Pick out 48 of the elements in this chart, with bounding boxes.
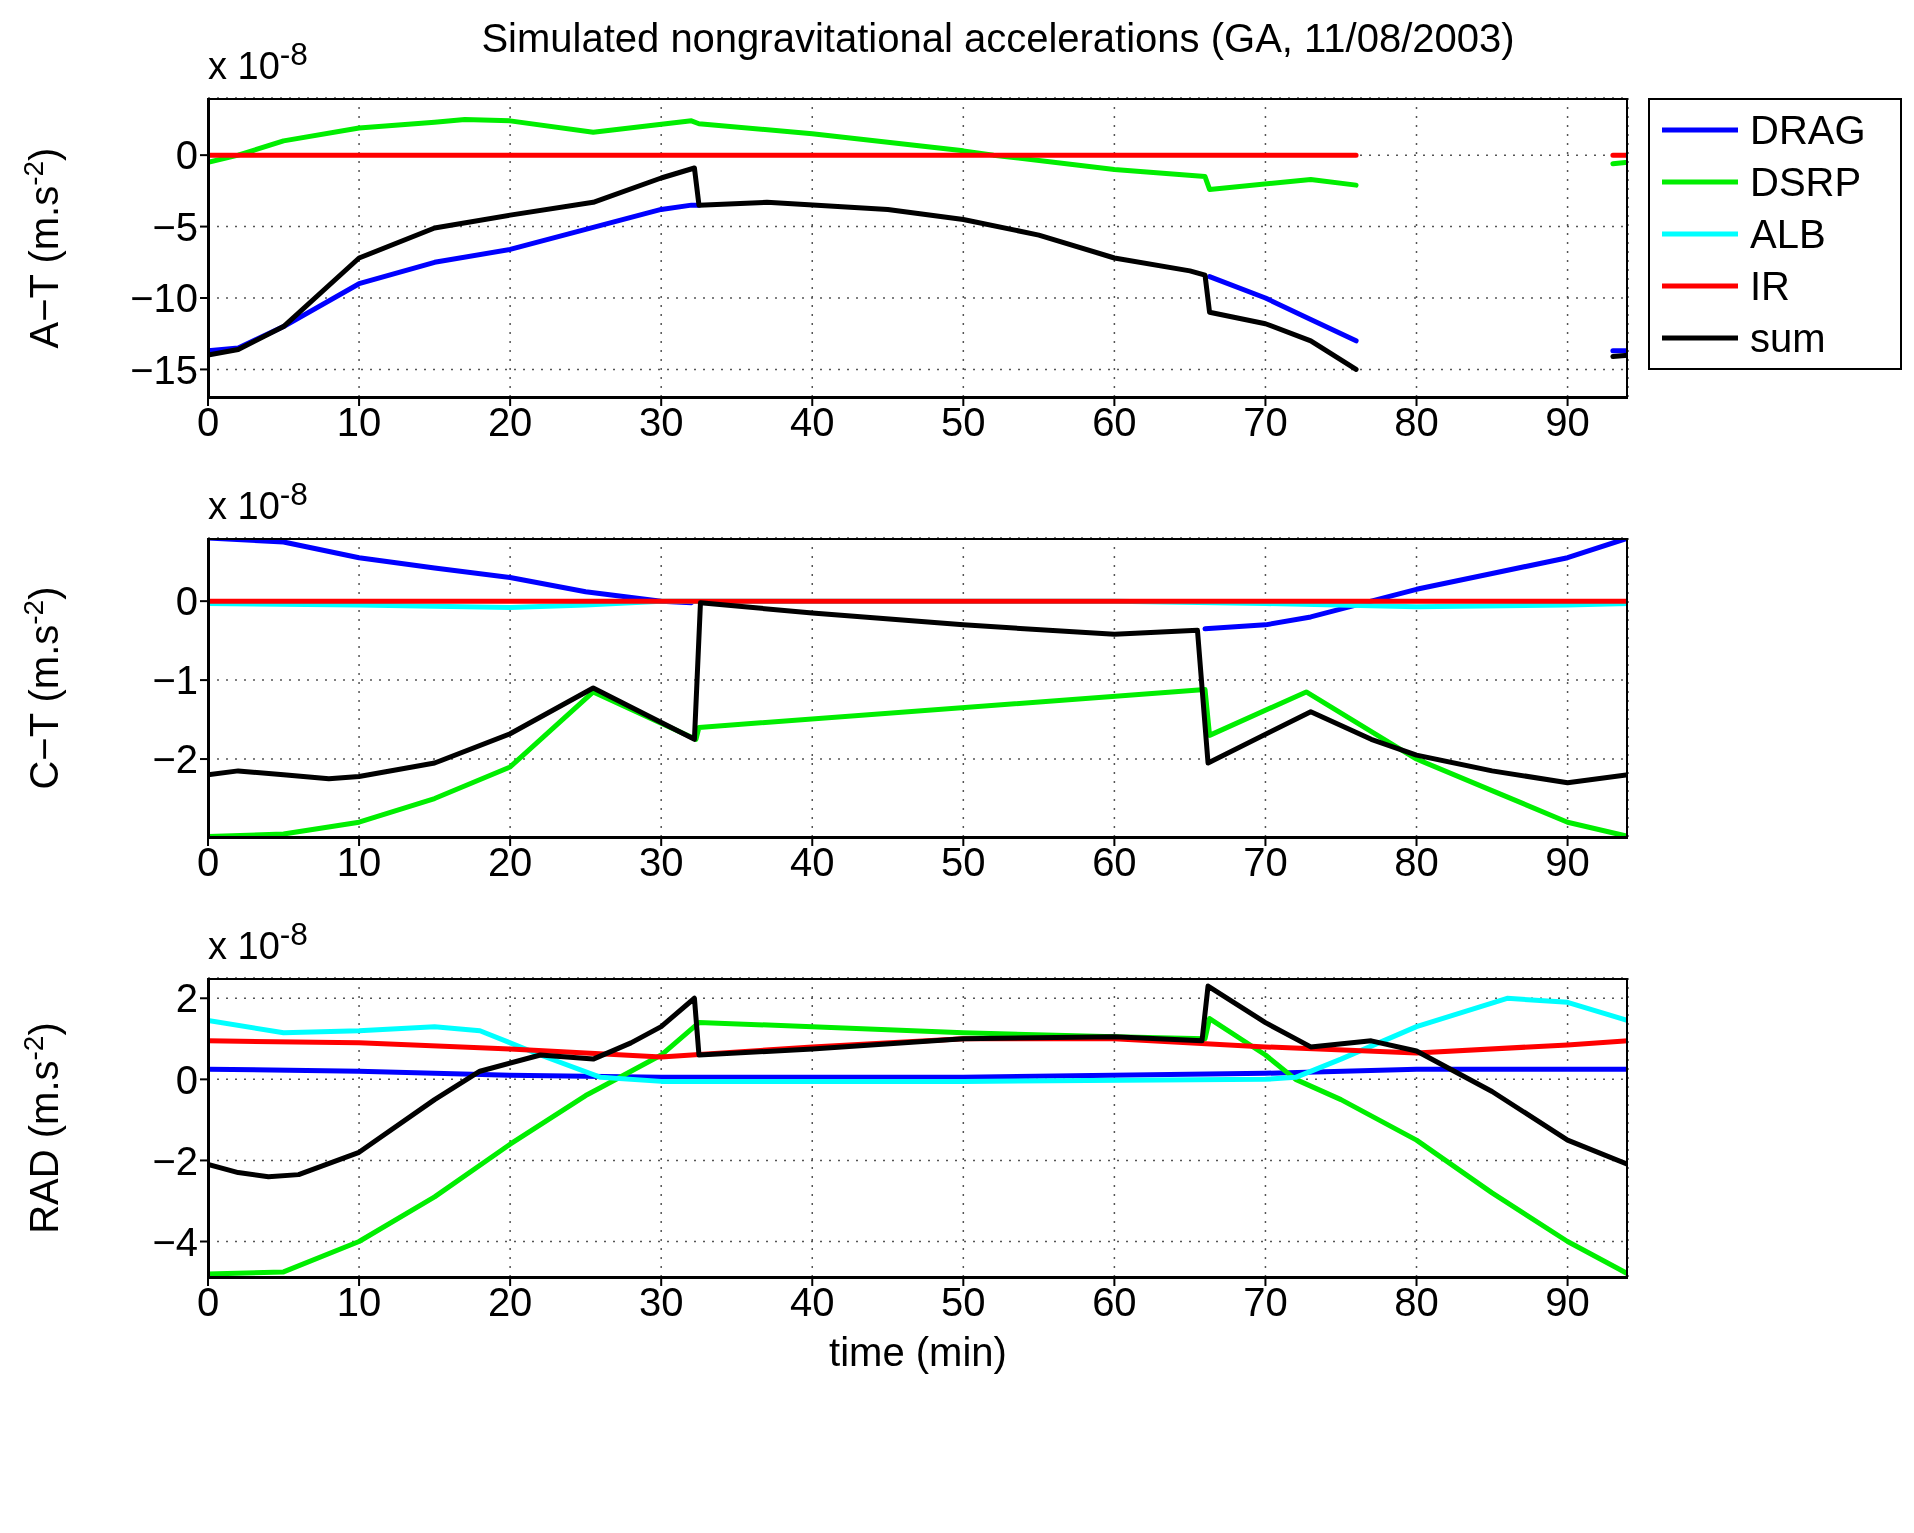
legend-label: DRAG	[1750, 107, 1866, 153]
x-tick-label: 90	[1545, 400, 1590, 445]
x-tick-label: 10	[336, 840, 382, 885]
x-tick-label: 20	[487, 1280, 533, 1325]
text: x 10$^{-8}$	[208, 476, 308, 528]
x-tick-label: 60	[1092, 840, 1137, 885]
x-tick-label: 20	[487, 400, 533, 445]
legend-label: ALB	[1750, 211, 1826, 257]
y-tick-label: 0	[175, 1057, 198, 1102]
y-tick-label: −4	[152, 1219, 198, 1264]
y-tick-label: 0	[175, 133, 198, 178]
text: x 10$^{-8}$	[208, 916, 308, 968]
x-axis-title: time (min)	[829, 1330, 1007, 1375]
x-tick-label: 50	[941, 400, 986, 445]
x-tick-label: 30	[638, 1280, 684, 1325]
y-tick-label: −15	[130, 347, 198, 392]
x-tick-label: 70	[1243, 1280, 1288, 1325]
y-tick-label: −5	[152, 204, 198, 249]
y-tick-label: −2	[152, 1138, 198, 1183]
x-tick-label: 10	[336, 1280, 382, 1325]
x-tick-label: 20	[487, 840, 533, 885]
x-tick-label: 80	[1394, 1280, 1439, 1325]
chart-title: Simulated nongravitational accelerations (GA, 11/08/2003)	[480, 16, 1516, 61]
y-tick-label: −2	[152, 737, 198, 782]
y-tick-label: 0	[175, 579, 198, 624]
x-tick-label: 80	[1394, 400, 1439, 445]
x-tick-label: 10	[336, 400, 382, 445]
x-tick-label: 70	[1243, 840, 1288, 885]
y-tick-label: 2	[175, 976, 198, 1021]
x-tick-label: 40	[790, 840, 835, 885]
legend-label: sum	[1750, 315, 1826, 361]
x-tick-label: 30	[638, 840, 684, 885]
legend-label: DSRP	[1750, 159, 1862, 205]
x-tick-label: 40	[790, 1280, 835, 1325]
text: x 10$^{-8}$	[208, 36, 308, 88]
x-tick-label: 40	[790, 400, 835, 445]
x-tick-label: 60	[1092, 400, 1137, 445]
legend-label: IR	[1750, 263, 1790, 309]
x-tick-label: 30	[638, 400, 684, 445]
x-tick-label: 70	[1243, 400, 1288, 445]
x-tick-label: 50	[941, 1280, 986, 1325]
y-tick-label: −1	[152, 658, 198, 703]
x-tick-label: 60	[1092, 1280, 1137, 1325]
x-tick-label: 50	[941, 840, 986, 885]
x-tick-label: 90	[1545, 840, 1590, 885]
x-tick-label: 90	[1545, 1280, 1590, 1325]
x-tick-label: 80	[1394, 840, 1439, 885]
y-tick-label: −10	[130, 276, 198, 321]
